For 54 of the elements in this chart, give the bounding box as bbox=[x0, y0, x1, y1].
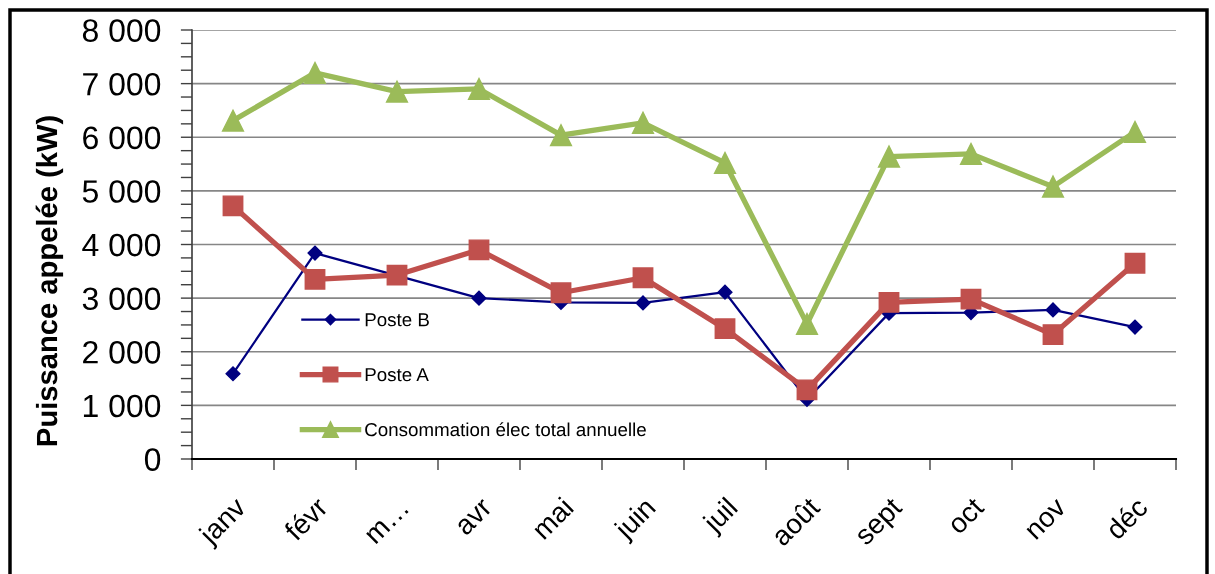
point bbox=[1124, 252, 1146, 274]
y-tick-label: 7 000 bbox=[83, 72, 161, 96]
y-tick-label: 0 bbox=[144, 448, 161, 471]
y-axis-title: Puissance appelée (kW) bbox=[35, 116, 64, 446]
point bbox=[303, 61, 327, 85]
point bbox=[713, 151, 737, 175]
point bbox=[878, 291, 900, 313]
point bbox=[307, 245, 323, 261]
x-tick-label: nov bbox=[1026, 498, 1068, 540]
point bbox=[635, 295, 651, 311]
x-tick-label: sept bbox=[853, 496, 908, 550]
point bbox=[717, 284, 733, 300]
point bbox=[795, 312, 819, 335]
y-tick-label: 1 000 bbox=[83, 394, 161, 418]
x-tick-label: août bbox=[769, 495, 822, 547]
x-tick-label: oct bbox=[947, 496, 986, 535]
y-tick-label: 4 000 bbox=[82, 233, 161, 257]
point bbox=[1041, 175, 1065, 198]
y-tick-label: 6 000 bbox=[83, 126, 161, 150]
y-tick-label: 2 000 bbox=[83, 341, 161, 364]
x-tick-label: déc bbox=[1103, 495, 1149, 541]
point bbox=[631, 111, 655, 134]
point bbox=[796, 379, 818, 401]
point bbox=[221, 109, 245, 132]
point bbox=[1042, 324, 1064, 346]
point bbox=[960, 288, 982, 310]
legend-label: Poste B bbox=[365, 313, 429, 327]
point bbox=[550, 282, 572, 304]
legend-label: Consommation élec total annuelle bbox=[365, 422, 646, 437]
x-tick-label: avr bbox=[456, 499, 494, 536]
point bbox=[304, 268, 326, 290]
y-tick-label: 8 000 bbox=[82, 19, 161, 42]
x-tick-label: juin bbox=[611, 496, 661, 545]
x-tick-label: m… bbox=[365, 501, 409, 545]
point bbox=[877, 145, 901, 168]
point bbox=[1127, 319, 1143, 335]
point bbox=[632, 267, 654, 289]
point bbox=[959, 142, 983, 165]
y-tick-label: 3 000 bbox=[82, 287, 161, 311]
point bbox=[549, 123, 573, 147]
point bbox=[471, 290, 487, 306]
point bbox=[225, 366, 241, 382]
point bbox=[222, 195, 244, 217]
x-tick-label: juil bbox=[700, 496, 742, 538]
point bbox=[714, 318, 736, 340]
point bbox=[1045, 302, 1061, 318]
point bbox=[468, 239, 490, 261]
point bbox=[1123, 120, 1147, 143]
point bbox=[467, 77, 491, 101]
legend-label: Poste A bbox=[365, 368, 429, 382]
x-tick-label: févr bbox=[282, 495, 330, 542]
point bbox=[385, 80, 409, 103]
x-tick-label: mai bbox=[530, 496, 575, 540]
y-tick-label: 5 000 bbox=[82, 180, 161, 203]
